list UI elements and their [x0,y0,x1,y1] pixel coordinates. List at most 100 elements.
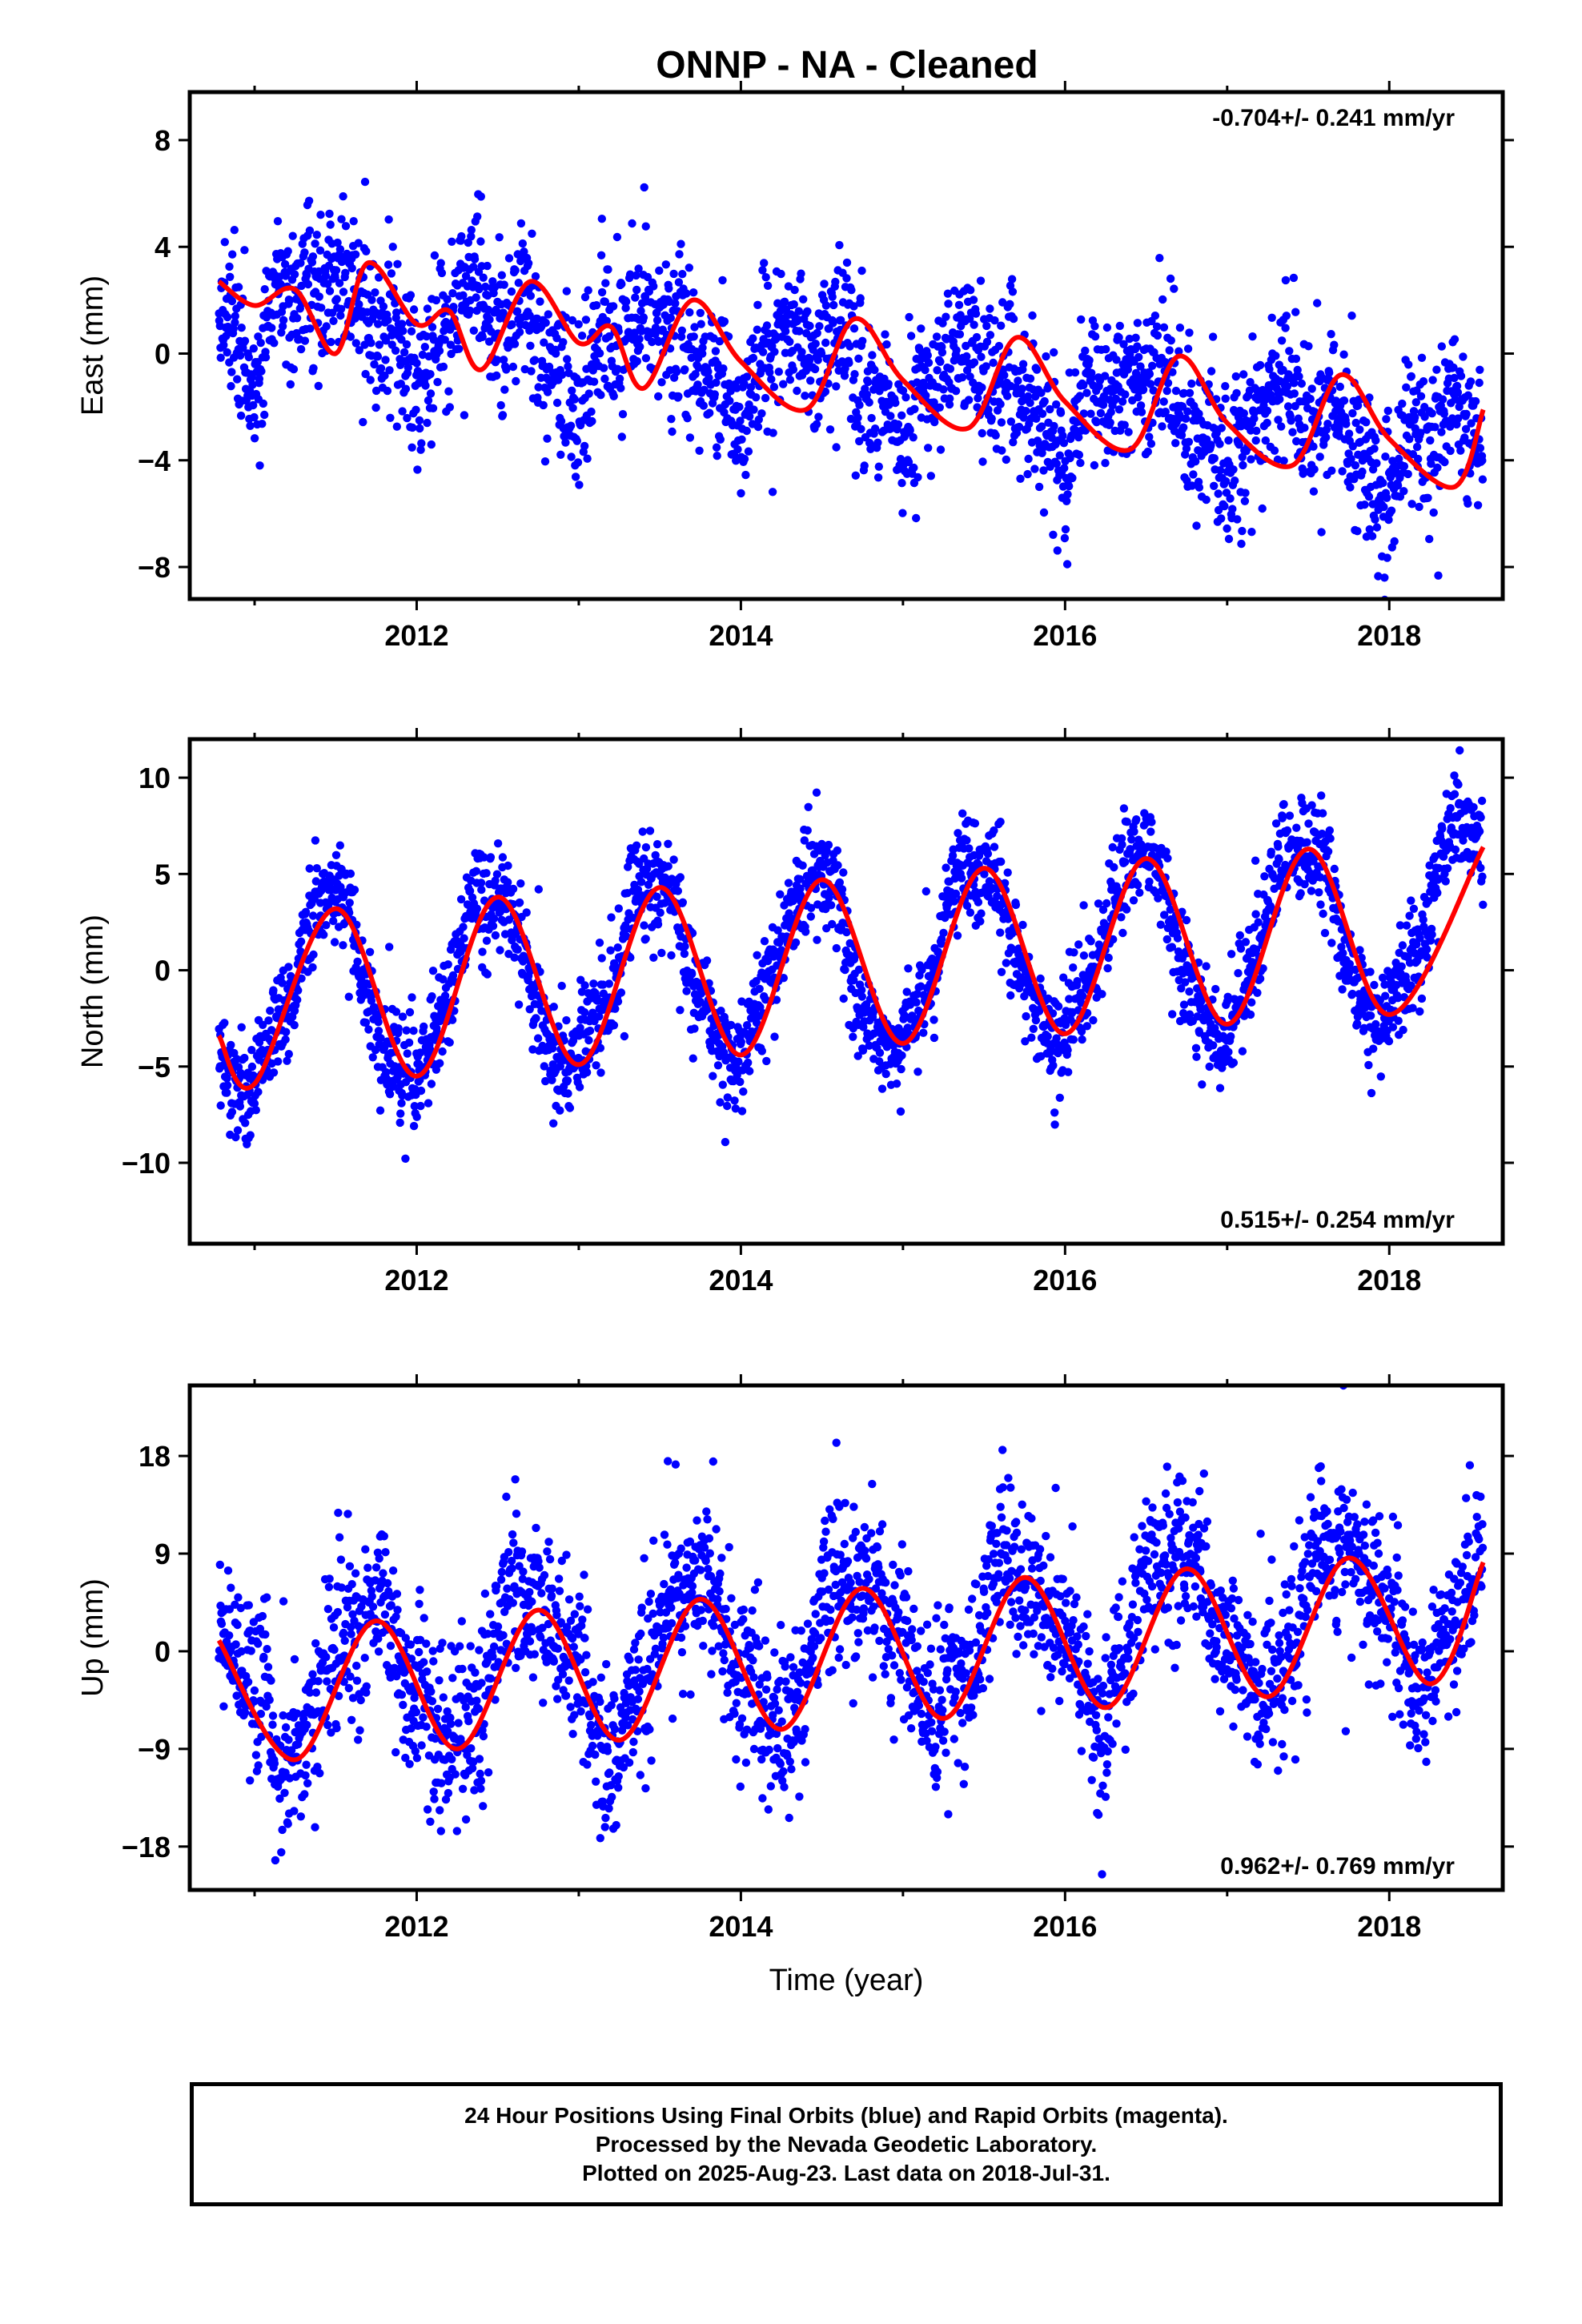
north-point [284,963,293,971]
east-point [448,289,457,298]
east-point [497,271,506,279]
east-point [1068,473,1077,483]
east-point [385,366,394,375]
east-point [227,296,237,306]
north-point [1251,910,1260,919]
east-point [631,293,640,302]
east-point [219,340,228,350]
east-point [857,266,866,275]
east-point [336,311,345,320]
north-point [849,975,858,985]
north-point [1327,939,1336,947]
north-point [954,829,962,838]
north-point [1320,928,1330,938]
north-point [1121,858,1130,866]
east-point [457,231,466,241]
north-point [1117,913,1126,922]
east-point [250,434,259,443]
east-point [331,266,341,275]
east-point [433,377,442,387]
east-point [973,403,982,412]
east-point [946,364,955,373]
east-point [423,418,432,428]
east-point [1100,372,1110,380]
east-point [216,353,225,362]
east-point [1065,481,1074,491]
north-point [394,1024,403,1033]
east-point [556,450,565,459]
east-point [1179,388,1189,398]
north-point [723,1101,732,1111]
east-point [1146,439,1156,448]
east-point [1150,312,1160,320]
east-point [1155,254,1164,263]
east-point [435,346,444,356]
north-point [756,1003,765,1011]
east-point [677,239,685,248]
north-point [1303,838,1311,847]
north-point [416,1086,426,1096]
east-point [380,371,389,380]
north-point [1267,847,1276,856]
east-point [1049,530,1058,539]
north-point [997,857,1006,866]
north-point [491,931,500,940]
north-point [957,874,966,883]
east-xtick-label: 2016 [1033,619,1097,652]
north-point [308,911,318,920]
east-point [403,413,412,423]
east-point [681,365,689,374]
east-point [1368,465,1378,474]
north-point [345,899,354,907]
east-point [1453,388,1463,397]
east-point [1192,521,1201,530]
north-point [438,1047,447,1056]
north-point [278,979,287,987]
east-point [820,279,829,288]
north-point [368,1053,377,1062]
north-point [688,970,697,979]
east-point [588,416,596,426]
east-point [544,362,554,372]
east-point [1348,442,1358,451]
north-point [427,1080,436,1088]
north-point [231,1132,240,1142]
east-point [893,420,903,429]
east-point [740,380,749,388]
east-point [1456,372,1466,380]
east-points [215,177,1488,599]
east-point [1476,444,1485,452]
north-point [919,1028,928,1037]
east-point [1223,524,1231,533]
east-point [381,336,391,345]
east-point [1077,315,1086,324]
north-point [301,907,311,917]
north-point [290,1020,299,1030]
east-point [1265,364,1274,374]
east-point [677,332,686,341]
east-point [439,362,448,372]
north-point [645,826,655,835]
east-point [1052,400,1061,409]
east-point [849,302,858,311]
east-point [244,352,253,362]
east-point [1138,385,1148,394]
north-point [1069,1035,1078,1044]
east-point [528,229,536,238]
north-point [350,886,359,895]
north-point [532,1014,540,1023]
east-point [705,373,713,382]
north-point [966,908,975,917]
east-point [1038,422,1046,431]
east-point [860,461,869,470]
east-point [1339,396,1349,405]
north-point [1337,943,1346,951]
east-point [1224,436,1233,445]
east-point [1032,365,1042,374]
east-point [1281,275,1291,285]
east-point [651,324,661,332]
north-point [976,917,985,926]
east-point [921,365,930,375]
east-point [1032,414,1041,423]
east-point [1168,368,1177,376]
